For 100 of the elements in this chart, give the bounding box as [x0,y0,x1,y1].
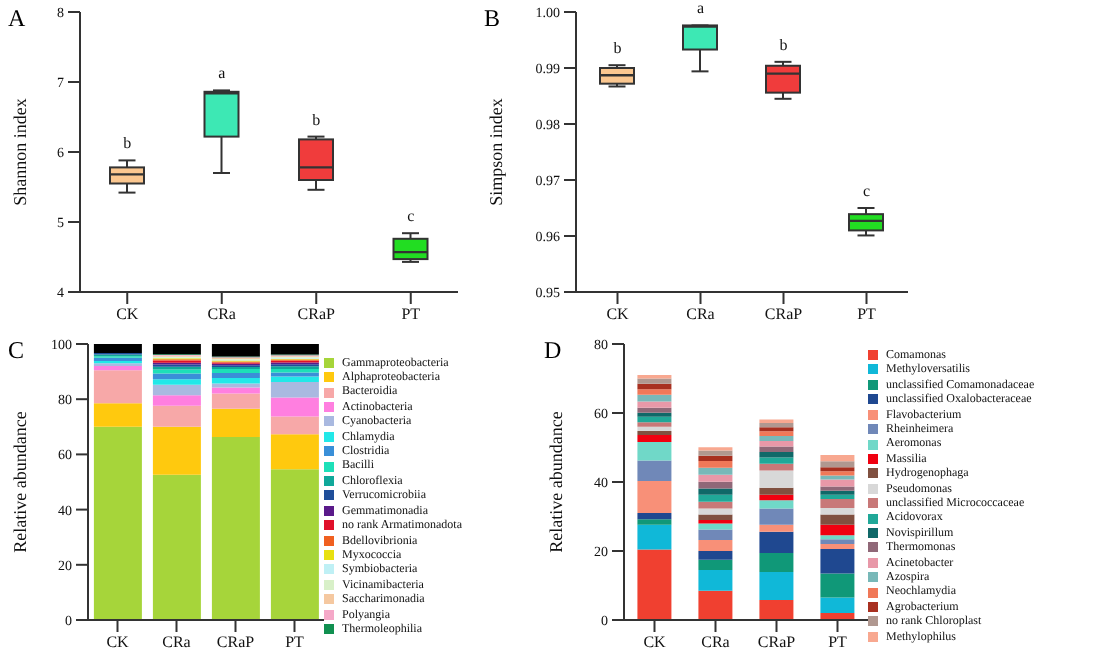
bar [698,481,733,489]
bar [698,488,733,495]
annotation: b [613,39,622,58]
annotation: a [696,0,705,18]
bar [152,384,201,396]
bar [211,408,260,438]
x-tick-label: PT [285,633,305,652]
bar [93,344,142,354]
bar [637,480,672,514]
bar [759,470,794,488]
bar [637,430,672,436]
bar [759,524,794,532]
bar [759,599,794,620]
bar [698,569,733,591]
bar [637,549,672,620]
bar [211,344,260,357]
bar [759,463,794,471]
x-tick-label: CRaP [216,633,256,652]
bar [637,513,672,520]
x-tick-label: PT [828,633,848,652]
bar [759,451,794,458]
y-axis-title: Relative abundance [546,411,567,553]
annotation: b [312,110,321,129]
bar [637,524,672,550]
bar [152,344,201,355]
annotation: c [862,182,871,200]
bar [698,529,733,540]
bar [637,383,672,390]
bar [270,469,319,620]
bar [93,426,142,620]
bar [698,494,733,502]
x-tick-label: CRa [686,305,716,324]
y-axis-title: Relative abundance [10,411,31,553]
annotation: a [218,64,227,83]
x-tick-label: CRaP [757,633,797,652]
chart-title: C [8,336,25,366]
bar [152,405,201,427]
bar [698,590,733,620]
x-tick-label: CRa [162,633,192,652]
bar [637,407,672,413]
bar [759,572,794,600]
bar [637,460,672,481]
y-axis-title: Simpson index [486,97,507,206]
bar [820,597,855,614]
bar [270,344,319,355]
bar [93,403,142,427]
bar [270,416,319,435]
bar [759,531,794,554]
bar [211,377,260,384]
bar [759,553,794,573]
bar [698,467,733,475]
y-axis-title: Shannon index [10,97,31,206]
bar [698,523,733,530]
x-tick-label: PT [857,305,877,324]
x-tick-label: CRa [701,633,731,652]
bar [698,455,733,461]
annotation: b [779,35,788,54]
bar [759,431,794,437]
bar [820,539,855,545]
x-tick-label: CK [606,305,630,324]
bar [152,395,201,406]
bar [637,401,672,408]
bar [759,446,794,452]
bar [698,450,733,456]
bar [152,474,201,620]
x-tick-label: CK [643,633,667,652]
bar [637,441,672,461]
bar [637,389,672,395]
annotation: b [123,134,132,153]
bar [698,460,733,468]
bar [698,501,733,509]
bar [637,519,672,525]
bar [637,378,672,384]
bar [759,508,794,525]
bar [698,539,733,551]
bar [270,376,319,383]
x-tick-label: CRaP [297,305,337,324]
bar [211,393,260,409]
bar [759,440,794,447]
bar [820,514,855,525]
bar [698,474,733,482]
bar [820,573,855,598]
bar [820,507,855,515]
bar [637,394,672,402]
chart-title: A [8,4,26,34]
annotation: c [407,207,416,226]
bar [270,382,319,398]
chart-title: B [484,4,501,34]
x-tick-label: CK [116,305,139,324]
bar [759,494,794,501]
bar [93,370,142,404]
bar [270,397,319,417]
bar [152,379,201,385]
bar [637,416,672,423]
bar [637,435,672,442]
x-tick-label: PT [401,305,421,324]
bar [820,524,855,536]
bar [759,457,794,464]
bar [820,461,855,468]
bar [698,551,733,560]
